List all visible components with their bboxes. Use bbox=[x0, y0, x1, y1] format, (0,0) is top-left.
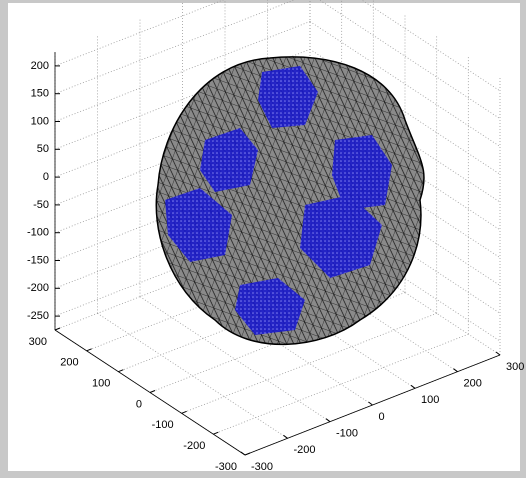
x-tick-label: -300 bbox=[251, 461, 273, 473]
z-tick-label: 50 bbox=[37, 143, 49, 155]
grid-line bbox=[309, 76, 501, 203]
tick-mark bbox=[149, 390, 156, 393]
y-tick-label: -300 bbox=[215, 461, 237, 473]
x-tick-label: -200 bbox=[294, 444, 316, 456]
grid-line bbox=[54, 21, 311, 122]
z-tick-label: -100 bbox=[27, 227, 49, 239]
x-tick-label: 0 bbox=[379, 411, 385, 423]
x-tick-label: -100 bbox=[336, 428, 358, 440]
z-tick-label: -250 bbox=[27, 310, 49, 322]
z-tick-label: -200 bbox=[27, 282, 49, 294]
grid-line bbox=[309, 132, 501, 259]
tick-mark bbox=[283, 434, 288, 439]
tick-mark bbox=[453, 368, 458, 373]
z-tick-label: -150 bbox=[27, 254, 49, 266]
grid-line bbox=[182, 279, 373, 406]
tick-mark bbox=[181, 410, 187, 414]
y-tick-label: 300 bbox=[29, 336, 47, 348]
grid-line bbox=[224, 262, 416, 389]
tick-mark bbox=[410, 384, 416, 389]
grid-line bbox=[181, 312, 437, 414]
grid-line bbox=[213, 333, 469, 435]
tick-mark bbox=[54, 327, 61, 331]
z-tick-label: 200 bbox=[31, 60, 49, 72]
grid-line bbox=[309, 187, 501, 314]
grid-line bbox=[139, 296, 331, 423]
mesh-surface bbox=[155, 56, 425, 346]
tick-mark bbox=[325, 418, 331, 423]
tick-mark bbox=[118, 369, 124, 373]
grid-line bbox=[309, 215, 501, 342]
grid-line bbox=[318, 0, 501, 120]
grid-line bbox=[309, 21, 501, 147]
tick-mark bbox=[213, 431, 219, 435]
z-tick-label: 0 bbox=[43, 171, 49, 183]
tick-mark bbox=[86, 348, 92, 352]
z-tick-label: -50 bbox=[33, 199, 49, 211]
grid-line bbox=[54, 0, 296, 95]
y-tick-label: 100 bbox=[92, 378, 110, 390]
z-tick-label: 150 bbox=[31, 88, 49, 100]
tick-mark bbox=[244, 452, 251, 456]
z-tick-label: 100 bbox=[31, 115, 49, 127]
y-tick-label: 0 bbox=[136, 398, 142, 410]
axes: -250-200-150-100-50050100150200-300-200-… bbox=[27, 0, 524, 473]
x-tick-label: 300 bbox=[506, 361, 524, 373]
y-tick-label: 200 bbox=[60, 357, 78, 369]
y-tick-label: -200 bbox=[183, 440, 205, 452]
tick-mark bbox=[240, 451, 246, 456]
x-tick-label: 200 bbox=[464, 378, 482, 390]
tick-mark bbox=[495, 351, 501, 356]
grid-line bbox=[309, 104, 501, 231]
x-tick-label: 100 bbox=[421, 394, 439, 406]
y-tick-label: -100 bbox=[152, 419, 174, 431]
tick-mark bbox=[368, 401, 373, 406]
